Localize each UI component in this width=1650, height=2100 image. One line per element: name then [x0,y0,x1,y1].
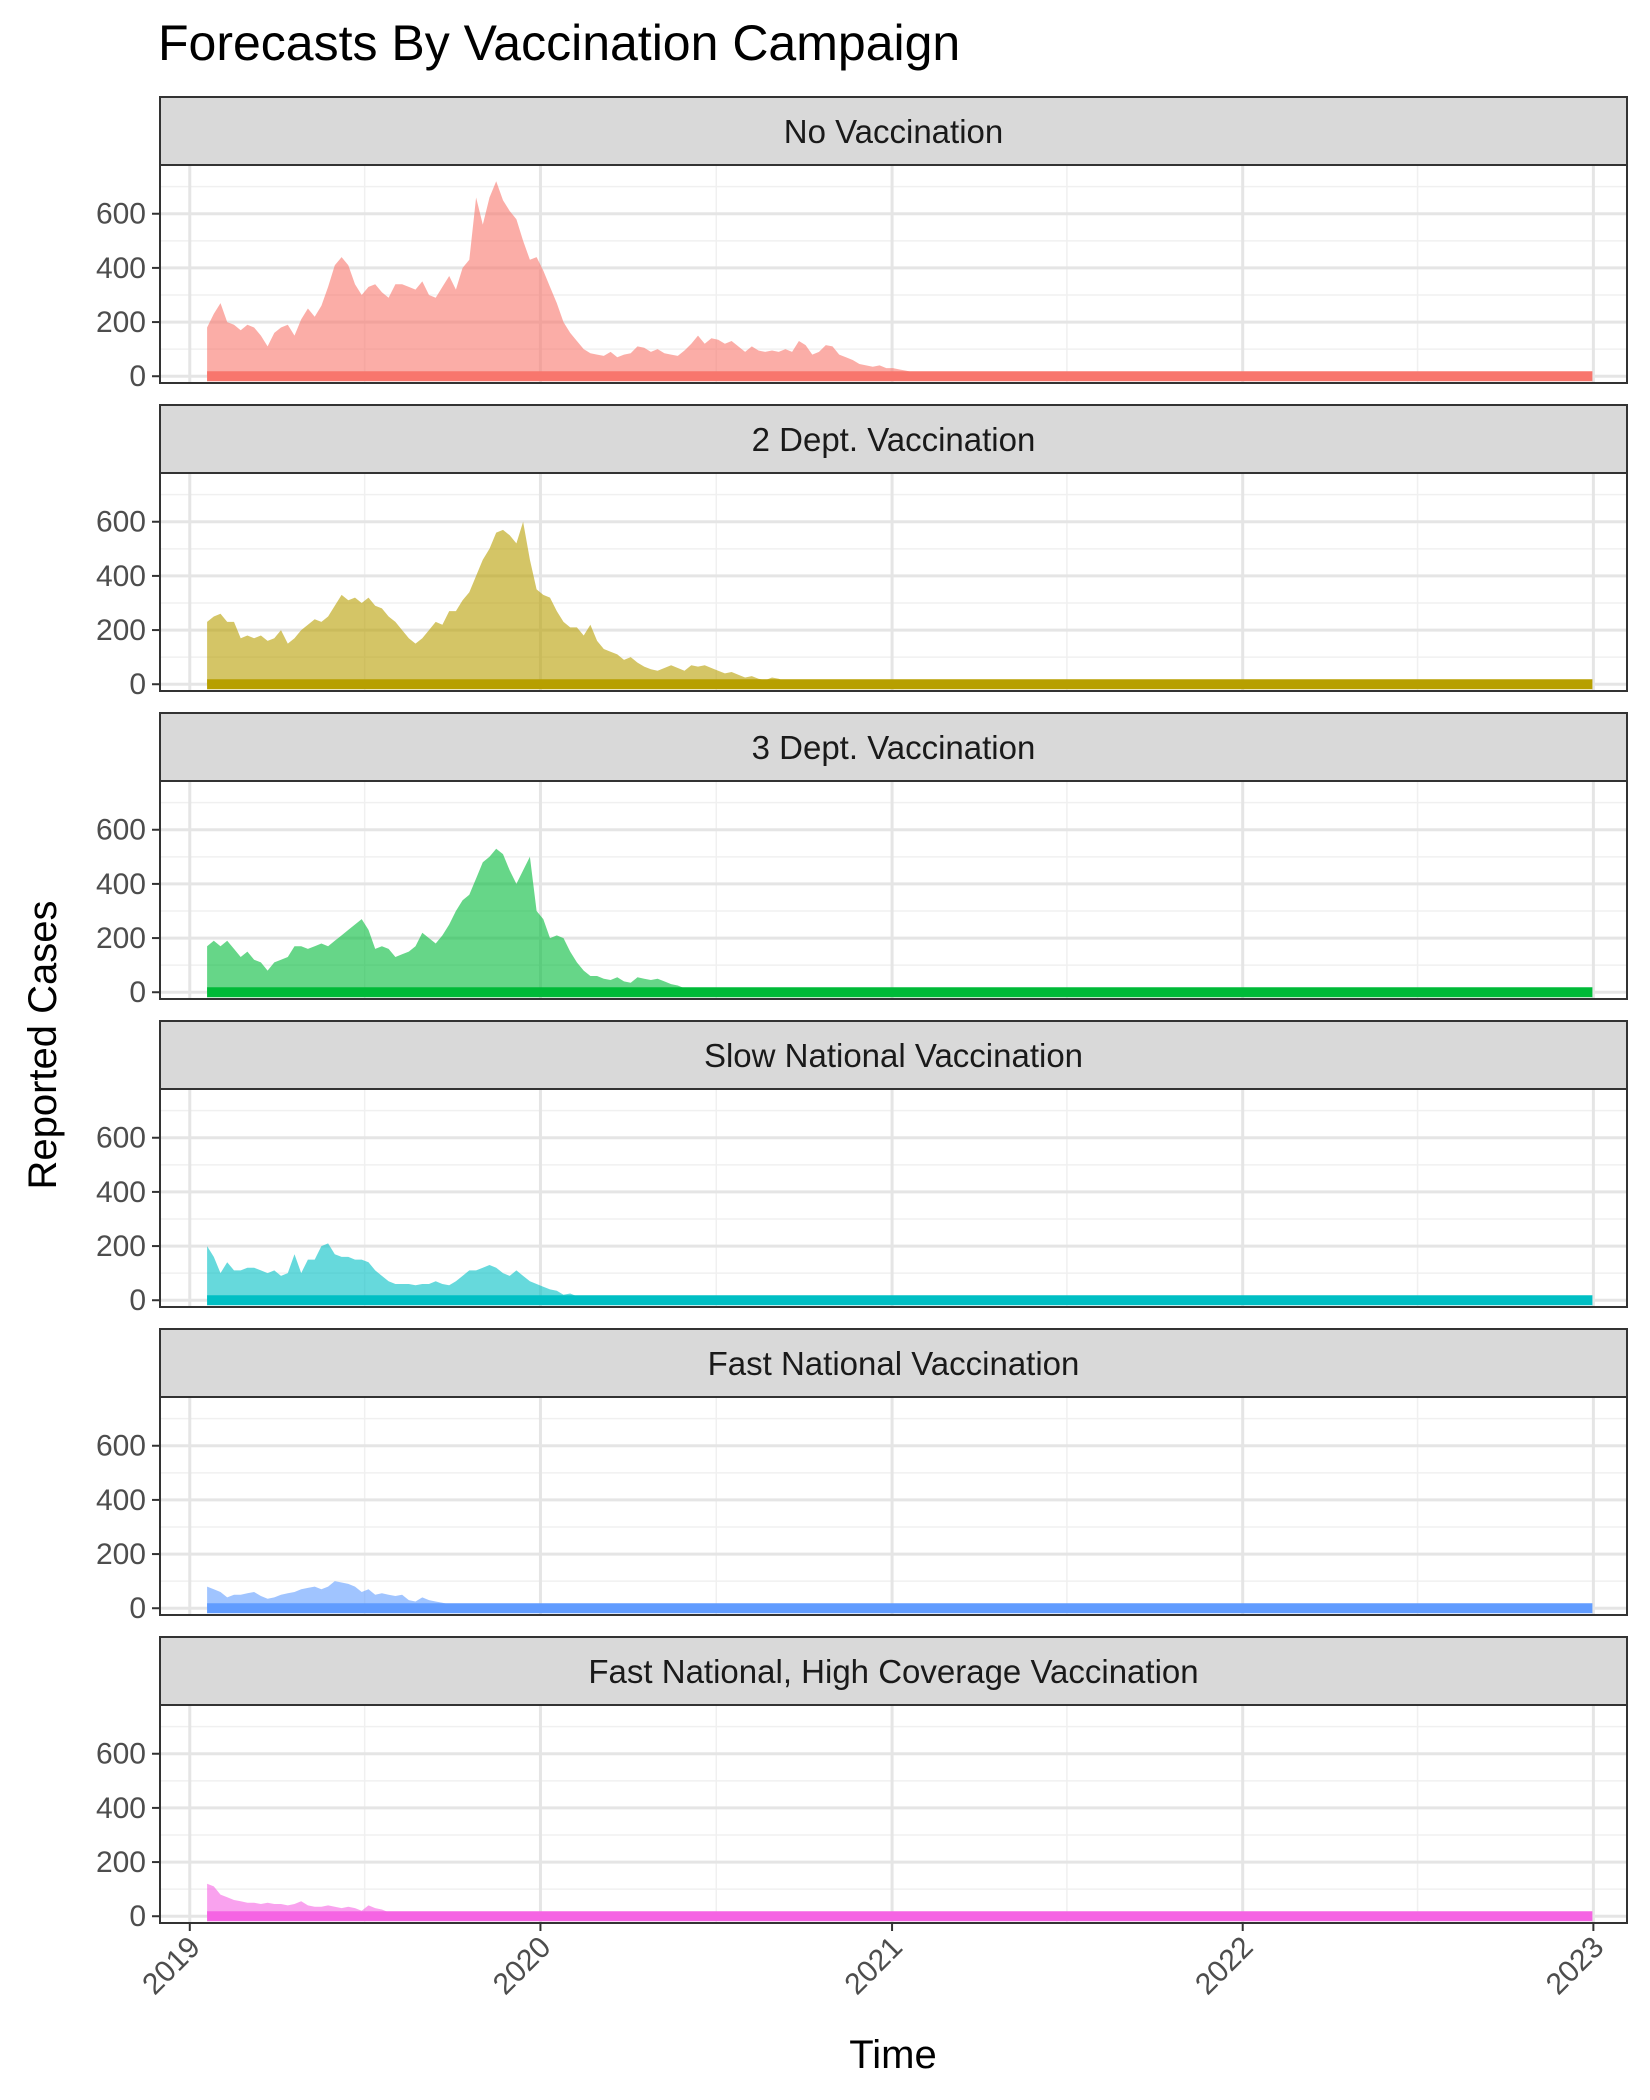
y-tick-label: 200 [96,1846,146,1879]
y-tick-label: 400 [96,1792,146,1825]
facet-panel: Fast National, High Coverage Vaccination… [96,1636,1628,1933]
panel-border [159,1704,1628,1924]
facet-strip [159,96,1628,166]
y-tick-label: 600 [96,506,146,539]
facet-strip-label: Fast National, High Coverage Vaccination [588,1653,1198,1690]
y-tick-label: 400 [96,1484,146,1517]
panel-border [159,472,1628,692]
y-tick-label: 400 [96,1176,146,1209]
y-tick-label: 200 [96,306,146,339]
y-tick-label: 0 [129,976,146,1009]
y-tick-label: 400 [96,868,146,901]
series-area [207,1243,1593,1301]
y-tick-label: 400 [96,560,146,593]
facet-panel: Fast National Vaccination 0 200 400 600 [96,1328,1628,1625]
facet-strip [159,1020,1628,1090]
y-tick-label: 200 [96,1230,146,1263]
facet-panel: 3 Dept. Vaccination 0 200 400 600 [96,712,1628,1009]
facet-panel: 2 Dept. Vaccination 0 200 400 600 [96,404,1628,701]
panel-border [159,1396,1628,1616]
facet-strip [159,404,1628,474]
facet-strip-label: 3 Dept. Vaccination [752,729,1036,766]
x-axis-title: Time [849,2033,936,2077]
y-tick-label: 0 [129,1592,146,1625]
y-tick-label: 600 [96,1122,146,1155]
y-tick-label: 600 [96,814,146,847]
facet-strip-label: 2 Dept. Vaccination [752,421,1036,458]
panel-border [159,780,1628,1000]
y-tick-label: 200 [96,614,146,647]
facet-strip [159,1328,1628,1398]
y-tick-label: 0 [129,668,146,701]
y-tick-label: 600 [96,198,146,231]
facet-strip-label: No Vaccination [784,113,1004,150]
y-tick-label: 600 [96,1430,146,1463]
facet-strip [159,1636,1628,1706]
facet-strip [159,712,1628,782]
y-tick-label: 0 [129,1284,146,1317]
y-tick-label: 200 [96,922,146,955]
panel-border [159,1088,1628,1308]
facet-strip-label: Fast National Vaccination [708,1345,1080,1382]
facet-strip-label: Slow National Vaccination [704,1037,1083,1074]
facet-panel: Slow National Vaccination 0 200 400 600 [96,1020,1628,1317]
y-tick-label: 0 [129,1900,146,1933]
facet-panel: No Vaccination 0 200 400 600 [96,96,1628,393]
chart-title: Forecasts By Vaccination Campaign [158,15,960,71]
y-tick-label: 200 [96,1538,146,1571]
y-axis-title: Reported Cases [21,900,65,1189]
series-area [207,848,1593,993]
series-area [207,521,1593,685]
y-tick-label: 600 [96,1738,146,1771]
panel-border [159,164,1628,384]
series-area [207,181,1593,377]
y-tick-label: 400 [96,252,146,285]
y-tick-label: 0 [129,360,146,393]
